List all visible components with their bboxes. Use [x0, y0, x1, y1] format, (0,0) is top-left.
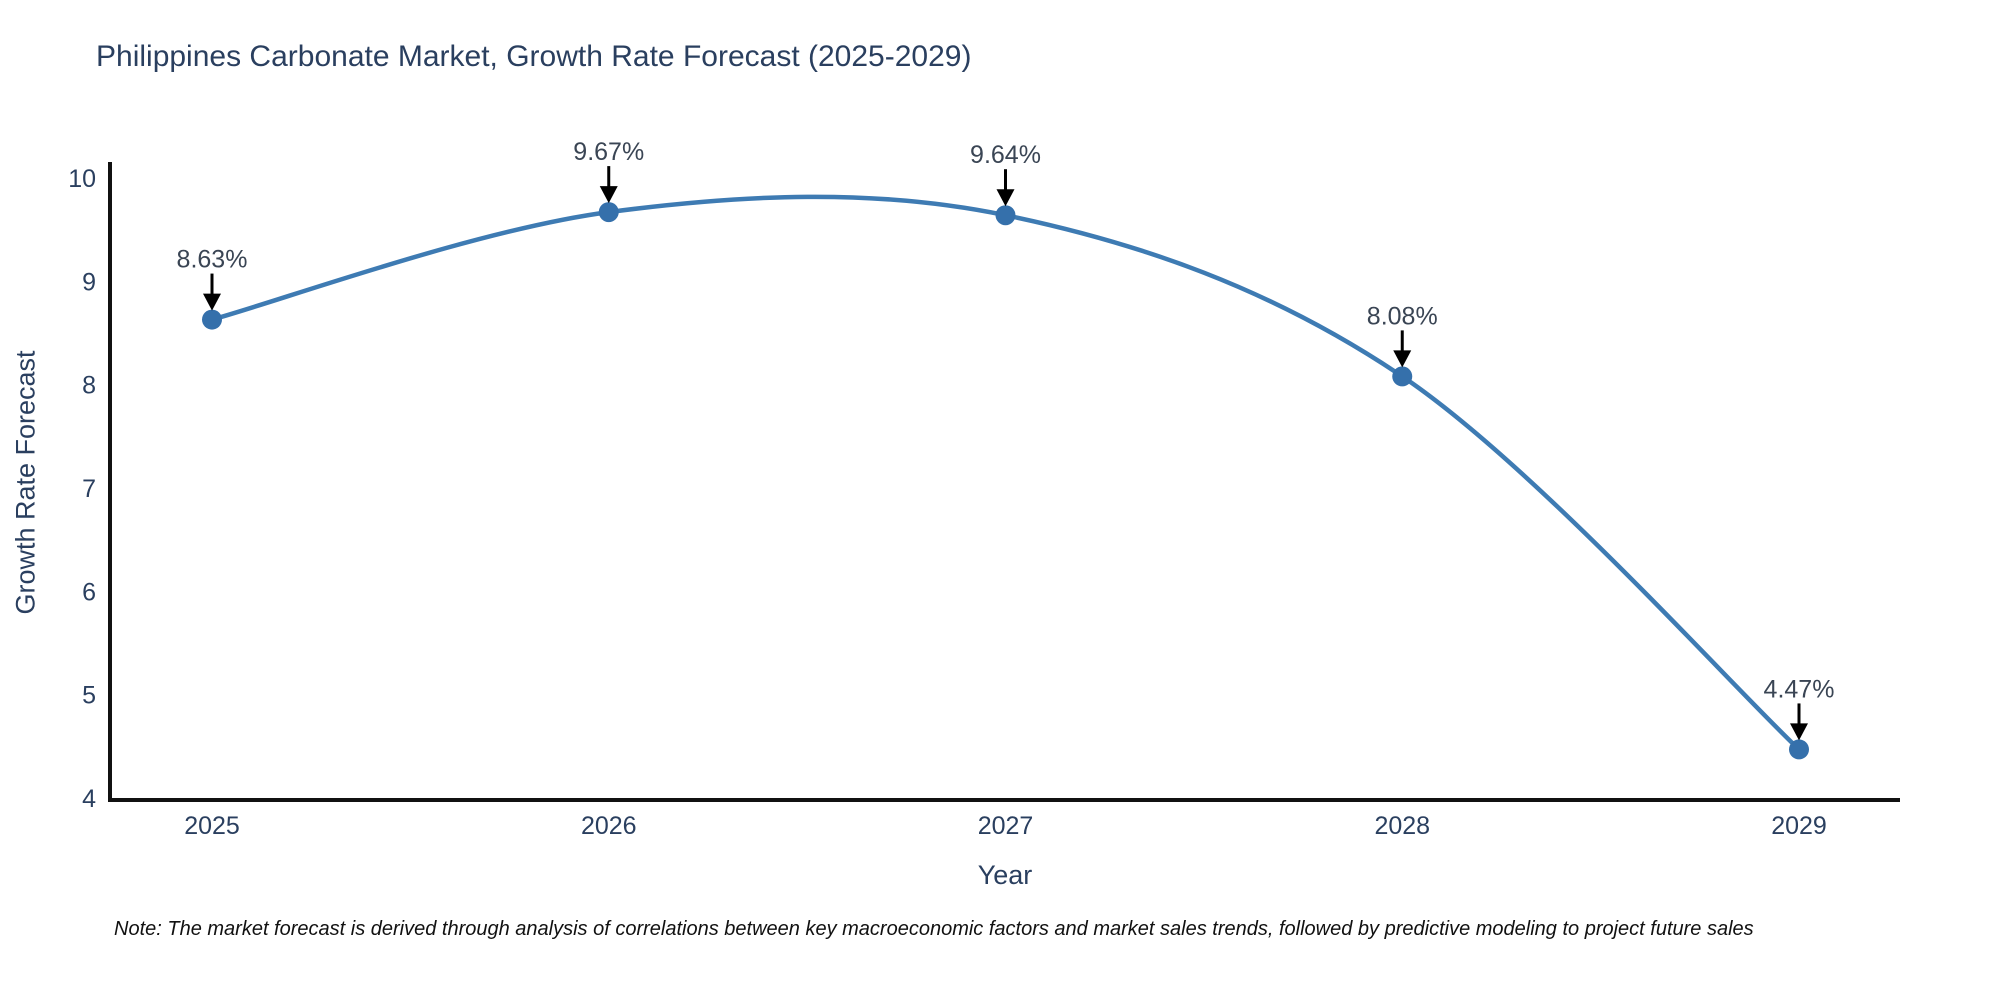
x-tick-label: 2028	[1374, 812, 1430, 840]
x-tick-label: 2025	[184, 812, 240, 840]
y-tick-label: 9	[82, 268, 96, 296]
annotation-arrow-head	[203, 293, 221, 311]
annotation-label: 4.47%	[1764, 675, 1835, 703]
chart-title: Philippines Carbonate Market, Growth Rat…	[96, 40, 972, 73]
annotation-label: 8.63%	[177, 246, 248, 274]
y-tick-label: 10	[68, 165, 96, 193]
annotation-arrow-head	[1393, 350, 1412, 368]
annotation-label: 9.67%	[573, 138, 644, 166]
y-tick-label: 7	[82, 475, 96, 503]
annotation-label: 8.08%	[1367, 302, 1438, 330]
data-point-2026	[598, 202, 619, 223]
y-tick-label: 4	[82, 785, 96, 813]
x-tick-label: 2026	[581, 812, 637, 840]
y-tick-label: 5	[82, 682, 96, 710]
annotation-arrow-head	[599, 186, 618, 204]
annotation-arrow-head	[1790, 723, 1808, 741]
data-point-2025	[202, 309, 222, 330]
footnote: Note: The market forecast is derived thr…	[114, 918, 1754, 940]
data-point-2029	[1789, 739, 1809, 760]
annotation-label: 9.64%	[970, 141, 1041, 169]
x-tick-label: 2029	[1771, 812, 1827, 840]
y-tick-label: 6	[82, 578, 96, 606]
data-point-2027	[995, 205, 1016, 226]
data-point-2028	[1392, 366, 1413, 387]
trend-line	[209, 194, 1802, 752]
annotation-arrow-head	[996, 189, 1015, 207]
x-axis-title: Year	[977, 860, 1033, 890]
y-tick-label: 8	[82, 372, 96, 400]
x-tick-label: 2027	[978, 812, 1034, 840]
